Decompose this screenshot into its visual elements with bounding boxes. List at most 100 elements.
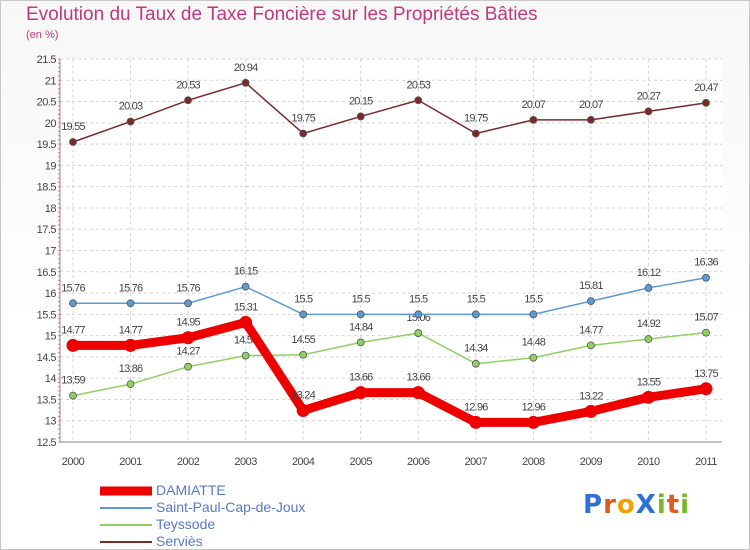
data-label: 15.76	[119, 282, 143, 294]
data-label: 20.03	[119, 101, 143, 113]
y-tick-label: 16	[45, 288, 57, 300]
legend-item-servies: Serviès	[100, 533, 305, 550]
logo-letter: r	[603, 490, 617, 520]
data-label: 15.31	[234, 301, 258, 313]
data-label: 14.77	[579, 324, 603, 336]
x-tick-label: 2000	[62, 456, 85, 468]
data-label: 20.47	[694, 82, 718, 94]
series-line-damiatte	[68, 317, 711, 427]
proxiti-logo: ProXiti	[583, 490, 690, 520]
data-point	[529, 353, 538, 362]
legend-swatch-teyssode	[100, 524, 152, 526]
data-label: 15.5	[524, 293, 543, 305]
data-point	[587, 297, 595, 306]
data-label: 20.53	[407, 79, 431, 91]
data-point	[124, 338, 138, 352]
data-point	[414, 329, 423, 337]
x-tick-label: 2008	[522, 456, 545, 468]
data-point	[529, 310, 538, 319]
y-tick-label: 16.5	[37, 267, 57, 279]
legend-swatch-servies	[100, 541, 152, 543]
data-label: 13.59	[61, 375, 85, 387]
data-label: 14.27	[176, 346, 200, 358]
legend-item-damiatte: DAMIATTE	[100, 482, 305, 499]
data-point	[641, 390, 655, 404]
data-point	[644, 284, 653, 292]
data-point	[644, 107, 653, 116]
data-point	[529, 115, 538, 124]
data-point	[126, 117, 135, 126]
data-point	[356, 112, 365, 121]
y-tick-label: 19.5	[37, 139, 57, 151]
y-tick-label: 19	[45, 160, 57, 172]
data-label: 12.96	[464, 401, 488, 413]
y-tick-label: 13.5	[37, 394, 57, 406]
data-label: 20.07	[579, 99, 603, 111]
data-point	[702, 98, 710, 107]
data-label: 14.92	[637, 318, 661, 330]
data-label: 15.5	[467, 293, 486, 305]
legend-label: Saint-Paul-Cap-de-Joux	[156, 499, 306, 515]
data-point	[184, 96, 192, 105]
data-point	[702, 328, 710, 337]
data-label: 16.36	[694, 257, 718, 269]
y-tick-label: 20	[45, 118, 57, 130]
x-tick-label: 2005	[349, 456, 372, 468]
logo-letter: i	[656, 490, 667, 520]
x-tick-label: 2009	[580, 456, 603, 468]
data-point	[469, 415, 483, 429]
data-label: 14.34	[464, 343, 488, 355]
data-point	[411, 386, 425, 400]
legend-label: Teyssode	[156, 516, 216, 532]
data-label: 13.24	[291, 390, 315, 402]
y-tick-label: 13	[45, 416, 57, 428]
data-point	[299, 310, 308, 319]
data-point	[699, 382, 713, 396]
data-label: 15.5	[294, 293, 313, 305]
data-label: 19.55	[61, 121, 85, 133]
data-point	[184, 362, 192, 371]
data-point	[526, 415, 540, 429]
data-label: 13.66	[349, 372, 373, 384]
x-tick-label: 2010	[637, 456, 660, 468]
data-label: 20.94	[234, 62, 258, 74]
data-point	[471, 310, 480, 319]
data-point	[126, 380, 135, 389]
x-tick-label: 2002	[177, 456, 200, 468]
data-label: 15.76	[176, 282, 200, 294]
legend-swatch-damiatte	[100, 486, 152, 496]
logo-letter: P	[583, 490, 604, 520]
data-label: 12.96	[522, 401, 546, 413]
data-point	[241, 282, 250, 291]
data-point	[471, 129, 480, 138]
x-tick-label: 2003	[234, 456, 257, 468]
data-label: 13.22	[579, 390, 603, 402]
data-point	[354, 386, 368, 400]
x-tick-label: 2007	[465, 456, 488, 468]
data-point	[69, 138, 77, 146]
data-point	[356, 310, 365, 319]
data-label: 13.86	[119, 363, 143, 375]
legend: DAMIATTE Saint-Paul-Cap-de-Joux Teyssode…	[100, 482, 305, 550]
legend-swatch-saint-paul	[100, 507, 152, 509]
data-label: 19.75	[464, 112, 488, 124]
data-point	[296, 404, 310, 418]
logo-letter: i	[680, 490, 691, 520]
data-label: 15.5	[409, 293, 428, 305]
data-label: 19.75	[291, 112, 315, 124]
data-point	[702, 273, 710, 282]
y-tick-label: 14	[45, 373, 57, 385]
data-point	[241, 78, 250, 87]
data-point	[414, 310, 423, 319]
data-point	[239, 315, 253, 329]
data-label: 14.77	[61, 324, 85, 336]
data-point	[356, 338, 365, 347]
x-tick-label: 2006	[407, 456, 430, 468]
series-line-servi-s	[72, 82, 707, 143]
data-point	[584, 404, 598, 418]
legend-label: DAMIATTE	[156, 482, 226, 498]
data-point	[241, 351, 250, 360]
data-label: 13.55	[637, 376, 661, 388]
data-label: 16.15	[234, 266, 258, 278]
